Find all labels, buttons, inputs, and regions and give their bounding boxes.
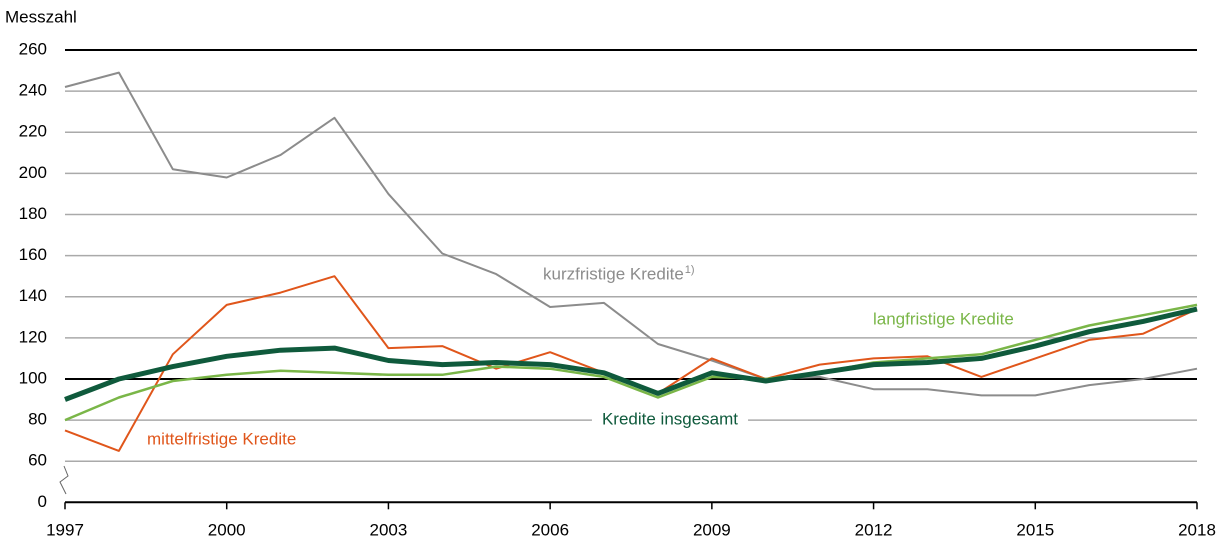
y-tick-label: 100 (19, 368, 47, 387)
y-tick-label: 220 (19, 122, 47, 141)
x-tick-label: 2003 (370, 520, 408, 539)
x-tick-label: 2012 (855, 520, 893, 539)
series-footnote: 1) (685, 264, 695, 276)
series-label: mittelfristige Kredite (147, 429, 296, 448)
labels: kurzfristige Kredite 1) mittelfristige Kre… (147, 264, 1014, 449)
x-tick-label: 2009 (693, 520, 731, 539)
y-tick-label: 120 (19, 327, 47, 346)
y-tick-label: 160 (19, 245, 47, 264)
lines (64, 71, 1198, 452)
y-tick-label: 80 (28, 410, 47, 429)
label-background (591, 408, 749, 432)
y-tick-label: 180 (19, 204, 47, 223)
x-tick-label: 1997 (46, 520, 84, 539)
x-tick-label: 2015 (1016, 520, 1054, 539)
y-tick-label: 200 (19, 163, 47, 182)
series-label: Kredite insgesamt (602, 409, 738, 428)
y-tick-label: 0 (38, 492, 47, 511)
x-tick-label: 2006 (531, 520, 569, 539)
y-tick-label: 260 (19, 39, 47, 58)
series-line (64, 303, 1198, 422)
axis-break (59, 465, 69, 495)
series-line (64, 71, 1198, 397)
series-line (64, 306, 1198, 402)
series-label: langfristige Kredite (873, 309, 1014, 328)
grid: 0 60 80 100 120 140 160 180 200 220 240 260 1997 2000… (19, 39, 1216, 539)
x-tick-label: 2000 (208, 520, 246, 539)
y-tick-label: 60 (28, 451, 47, 470)
x-tick-label: 2018 (1178, 520, 1216, 539)
y-axis-label: Messzahl (5, 7, 77, 26)
y-tick-label: 240 (19, 81, 47, 100)
series-label: kurzfristige Kredite (543, 264, 684, 283)
y-tick-label: 140 (19, 286, 47, 305)
